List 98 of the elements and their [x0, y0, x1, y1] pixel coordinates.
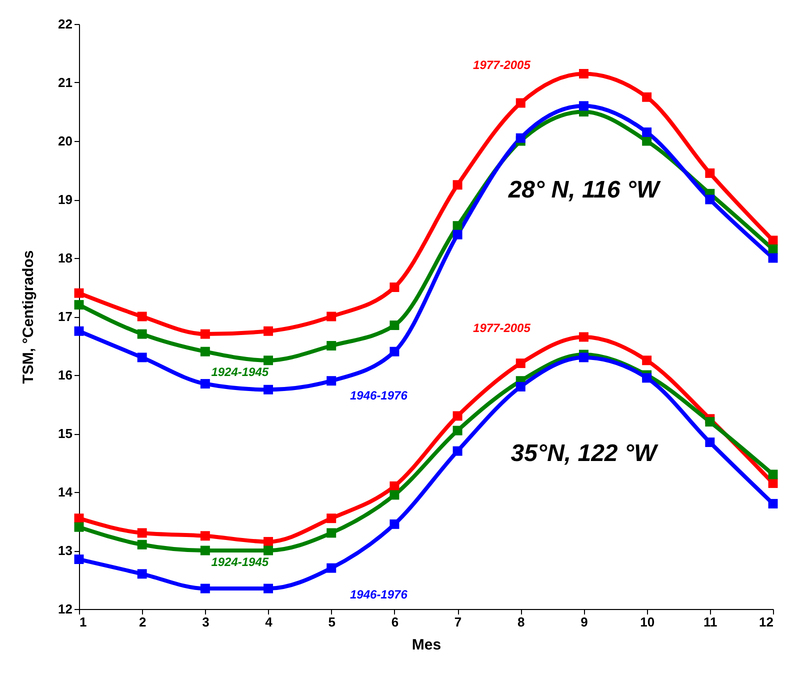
point	[390, 346, 400, 356]
point	[452, 446, 462, 456]
x-tick-label: 9	[580, 614, 588, 630]
point	[768, 253, 778, 263]
point	[642, 356, 652, 366]
y-axis-title: TSM, °Centigrados	[20, 250, 38, 384]
y-tick-label: 18	[58, 250, 72, 266]
series-label: 1946-1976	[350, 388, 408, 402]
point	[200, 531, 210, 541]
x-tick-label: 6	[391, 614, 399, 630]
point	[516, 98, 526, 108]
point	[516, 133, 526, 143]
point	[200, 379, 210, 389]
x-tick-label: 1	[80, 614, 87, 630]
point	[705, 417, 715, 427]
point	[200, 329, 210, 339]
y-tick-label: 12	[58, 602, 72, 616]
point	[200, 346, 210, 356]
point	[390, 320, 400, 330]
x-tick-label: 12	[759, 614, 774, 630]
point	[74, 514, 84, 524]
point	[452, 230, 462, 240]
point	[578, 68, 588, 78]
annotation: 28° N, 116 °W	[507, 176, 662, 204]
point	[74, 554, 84, 564]
point	[642, 127, 652, 137]
point	[452, 426, 462, 436]
point	[705, 168, 715, 178]
y-tick-label: 17	[58, 309, 72, 324]
point	[768, 478, 778, 488]
point	[516, 358, 526, 368]
series-label: 1924-1945	[211, 365, 269, 380]
point	[264, 326, 274, 336]
x-axis-title: Mes	[412, 636, 442, 654]
point	[390, 481, 400, 491]
y-tick-label: 22	[58, 16, 72, 32]
series-label: 1977-2005	[473, 58, 531, 72]
point	[326, 563, 336, 573]
x-tick-label: 4	[265, 614, 274, 630]
point	[326, 514, 336, 524]
y-tick-label: 21	[58, 75, 72, 90]
point	[452, 180, 462, 190]
point	[452, 221, 462, 231]
point	[137, 352, 147, 362]
point	[642, 136, 652, 146]
y-tick-label: 13	[58, 543, 72, 558]
point	[390, 282, 400, 292]
point	[326, 341, 336, 350]
point	[768, 470, 778, 480]
point	[264, 384, 274, 394]
y-tick-label: 14	[58, 484, 74, 500]
point	[264, 356, 274, 366]
point	[74, 288, 84, 298]
point	[74, 326, 84, 336]
point	[326, 376, 336, 386]
point	[326, 528, 336, 538]
y-tick-label: 15	[58, 426, 72, 441]
point	[578, 352, 588, 362]
point	[137, 312, 147, 322]
x-tick-label: 3	[202, 614, 210, 630]
x-tick-label: 8	[518, 614, 525, 630]
y-tick-label: 16	[58, 368, 72, 382]
x-tick-label: 7	[454, 614, 462, 630]
series-label: 1977-2005	[473, 321, 531, 336]
point	[768, 236, 778, 246]
series-label: 1924-1945	[211, 555, 269, 570]
x-tick-label: 2	[138, 614, 146, 630]
point	[578, 332, 588, 342]
point	[452, 411, 462, 421]
point	[137, 329, 147, 339]
x-tick-label: 5	[328, 614, 336, 630]
x-tick-label: 11	[704, 614, 718, 630]
point	[264, 546, 274, 556]
point	[578, 101, 588, 111]
point	[137, 540, 147, 550]
point	[390, 490, 400, 500]
point	[390, 519, 400, 529]
point	[768, 498, 778, 508]
point	[768, 244, 778, 254]
point	[74, 300, 84, 310]
point	[264, 584, 274, 594]
point	[200, 546, 210, 556]
point	[326, 312, 336, 322]
point	[137, 569, 147, 579]
point	[642, 373, 652, 383]
point	[264, 536, 274, 546]
point	[705, 438, 715, 448]
y-tick-label: 19	[58, 192, 72, 207]
annotation: 35°N, 122 °W	[510, 440, 660, 467]
point	[137, 528, 147, 538]
point	[642, 92, 652, 102]
series-label: 1946-1976	[350, 587, 408, 602]
point	[516, 382, 526, 392]
y-tick-label: 20	[58, 134, 72, 148]
point	[74, 522, 84, 532]
point	[705, 194, 715, 204]
point	[200, 584, 210, 594]
x-tick-label: 10	[640, 614, 655, 630]
